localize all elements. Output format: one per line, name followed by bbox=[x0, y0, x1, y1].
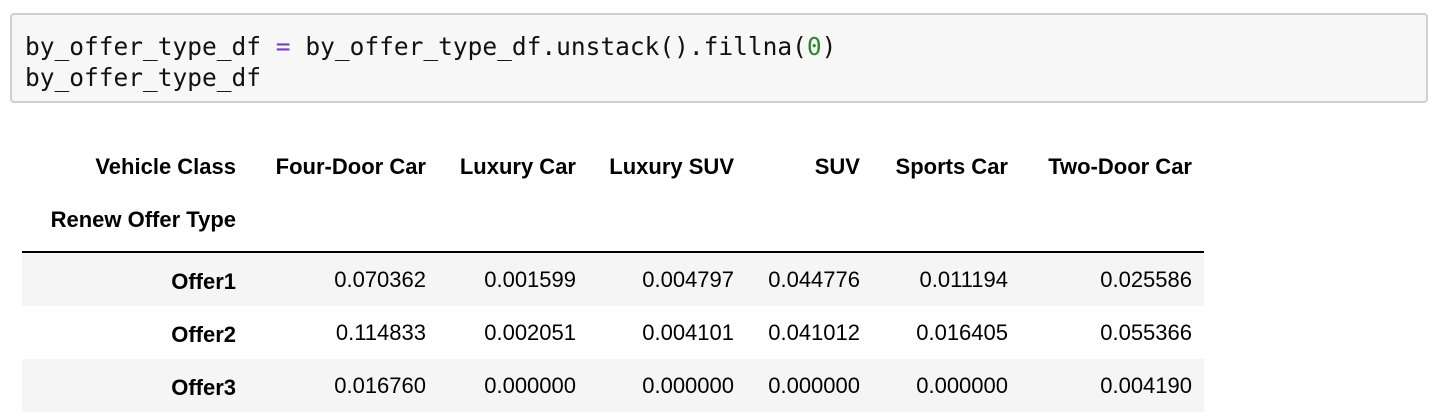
table-cell: 0.000000 bbox=[642, 373, 734, 398]
code-editor[interactable]: by_offer_type_df = by_offer_type_df.unst… bbox=[25, 31, 836, 93]
code-token-rhs-start: by_offer_type_df.unstack().fillna( bbox=[305, 32, 807, 61]
table-cell: 0.000000 bbox=[916, 373, 1008, 398]
code-line-1: by_offer_type_df = by_offer_type_df.unst… bbox=[25, 32, 836, 61]
table-cell: 0.000000 bbox=[484, 373, 576, 398]
columns-header-row: Vehicle Class Four-Door Car Luxury Car L… bbox=[22, 140, 1204, 196]
table-cell: 0.001599 bbox=[484, 267, 576, 292]
row-index-label: Offer1 bbox=[171, 269, 236, 294]
index-name-label: Renew Offer Type bbox=[50, 207, 236, 232]
table-row: Offer2 0.114833 0.002051 0.004101 0.0410… bbox=[22, 306, 1204, 359]
column-header: Two-Door Car bbox=[1048, 154, 1192, 179]
code-token-lhs: by_offer_type_df bbox=[25, 32, 262, 61]
column-header: Luxury Car bbox=[459, 154, 576, 179]
code-token-assign: = bbox=[275, 32, 291, 61]
code-token-number: 0 bbox=[806, 32, 822, 61]
table-row: Offer1 0.070362 0.001599 0.004797 0.0447… bbox=[22, 253, 1204, 306]
row-index-label: Offer3 bbox=[171, 375, 236, 400]
table-cell: 0.025586 bbox=[1100, 267, 1192, 292]
column-header: Four-Door Car bbox=[275, 154, 426, 179]
table-row: Offer3 0.016760 0.000000 0.000000 0.0000… bbox=[22, 359, 1204, 412]
table-cell: 0.041012 bbox=[768, 320, 860, 345]
code-input-cell[interactable]: by_offer_type_df = by_offer_type_df.unst… bbox=[10, 13, 1428, 103]
table-cell: 0.004190 bbox=[1100, 373, 1192, 398]
table-cell: 0.002051 bbox=[484, 320, 576, 345]
code-line-2: by_offer_type_df bbox=[25, 63, 262, 92]
table-cell: 0.004101 bbox=[642, 320, 734, 345]
column-header: Luxury SUV bbox=[609, 154, 734, 179]
columns-name-label: Vehicle Class bbox=[95, 154, 236, 179]
table-cell: 0.000000 bbox=[768, 373, 860, 398]
row-index-label: Offer2 bbox=[171, 322, 236, 347]
table-cell: 0.011194 bbox=[919, 267, 1009, 292]
table-cell: 0.055366 bbox=[1100, 320, 1192, 345]
index-header-row: Renew Offer Type bbox=[22, 196, 1204, 253]
table-cell: 0.114833 bbox=[335, 320, 426, 345]
table-cell: 0.044776 bbox=[768, 267, 860, 292]
table-cell: 0.004797 bbox=[642, 267, 734, 292]
table-cell: 0.016760 bbox=[334, 373, 426, 398]
table-cell: 0.070362 bbox=[334, 267, 426, 292]
code-token-rhs-end: ) bbox=[821, 32, 837, 61]
table-cell: 0.016405 bbox=[916, 320, 1008, 345]
column-header: Sports Car bbox=[895, 154, 1008, 179]
dataframe-output-table: Vehicle Class Four-Door Car Luxury Car L… bbox=[22, 140, 1204, 412]
column-header: SUV bbox=[814, 154, 860, 179]
